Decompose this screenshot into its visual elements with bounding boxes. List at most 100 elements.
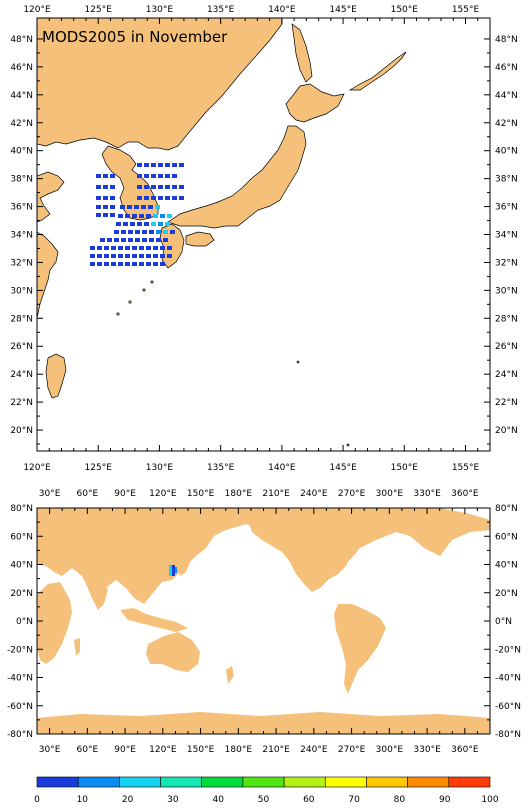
lat-tick-label: 80°N [495,504,518,514]
observation-cell [110,205,115,209]
observation-cell [111,246,116,250]
observation-cell [160,214,165,218]
observation-cell [163,230,168,234]
hokkaido [285,83,345,123]
ryukyu-island [150,280,154,284]
observation-cell [116,222,121,226]
observation-cell [111,262,116,266]
lat-tick-label: 32°N [10,258,33,268]
colorbar-segment [36,776,79,788]
lon-tick-label: 130°E [146,463,174,473]
lat-tick-label: -80°N [495,730,521,740]
lon-tick-label: 125°E [85,463,113,473]
observation-cells [90,163,184,266]
colorbar-label: 0 [34,795,40,805]
observation-cell [103,205,108,209]
eurasia [37,508,490,606]
observation-cell [139,214,144,218]
colorbar-segment [366,776,408,788]
observation-cell [120,205,125,209]
observation-cell [137,196,142,200]
observation-cell [165,185,170,189]
lon-tick-label: 140°E [268,5,296,15]
observation-cell [146,254,151,258]
lat-tick-label: 20°N [10,426,33,436]
lat-tick-label: 40°N [10,147,33,157]
observation-cell [132,254,137,258]
obs-patch-global [169,565,172,576]
colorbar-label: 20 [122,795,134,805]
observation-cell [96,174,101,178]
madagascar [74,638,80,656]
africa [37,582,72,664]
colorbar-label: 90 [439,795,451,805]
lon-tick-label: 300°E [376,489,404,499]
lon-tick-label: 360°E [451,745,479,755]
lon-tick-label: 30°E [39,489,61,499]
lon-tick-label: 150°E [391,463,419,473]
colorbar-label: 40 [212,795,224,805]
kuril-islands [348,51,407,91]
lon-tick-label: 120°E [149,745,177,755]
lat-tick-label: -40°N [495,674,521,684]
lat-tick-label: 30°N [495,286,518,296]
observation-cell [134,205,139,209]
greenland [386,508,424,534]
observation-cell [158,185,163,189]
observation-cell [132,246,137,250]
observation-cell [114,238,119,242]
observation-cell [130,222,135,226]
sakhalin [291,23,313,83]
lat-tick-label: 46°N [495,63,518,73]
observation-cell [167,254,172,258]
lon-tick-label: 330°E [413,489,441,499]
lat-tick-label: -80°N [7,730,33,740]
observation-cell [149,230,154,234]
observation-cell [144,185,149,189]
lon-tick-label: 30°E [39,745,61,755]
observation-cell [107,238,112,242]
lon-tick-label: 60°E [77,745,99,755]
island [346,443,350,447]
lon-tick-label: 150°E [187,745,215,755]
observation-cell [172,174,177,178]
taiwan [45,353,67,399]
lon-tick-label: 60°E [77,489,99,499]
obs-patch-global [175,567,177,573]
observation-cell [158,222,163,226]
observation-cell [96,205,101,209]
observation-cell [155,205,160,209]
lat-tick-label: 48°N [10,35,33,45]
observation-cell [149,238,154,242]
observation-cell [110,196,115,200]
observation-cell [172,196,177,200]
lat-tick-label: 22°N [495,398,518,408]
lat-tick-label: 60°N [10,532,33,542]
observation-cell [151,185,156,189]
colorbar-label: 30 [167,795,179,805]
observation-cell [144,163,149,167]
observation-cell [158,163,163,167]
observation-cell [139,262,144,266]
lat-tick-label: 28°N [10,314,33,324]
observation-cell [144,174,149,178]
observation-cell [153,262,158,266]
colorbar-segment [160,776,203,788]
observation-cell [165,222,170,226]
observation-cell [148,205,153,209]
observation-cell [125,246,130,250]
observation-cell [125,214,130,218]
observation-cell [167,214,172,218]
lat-tick-label: 32°N [495,258,518,268]
lat-tick-label: 24°N [10,370,33,380]
observation-cell [160,254,165,258]
observation-cell [104,254,109,258]
lat-tick-label: 22°N [10,398,33,408]
observation-cell [97,254,102,258]
observation-cell [90,262,95,266]
lat-tick-label: -60°N [7,702,33,712]
observation-cell [123,222,128,226]
lat-tick-label: 38°N [10,175,33,185]
observation-cell [158,196,163,200]
observation-cell [135,230,140,234]
